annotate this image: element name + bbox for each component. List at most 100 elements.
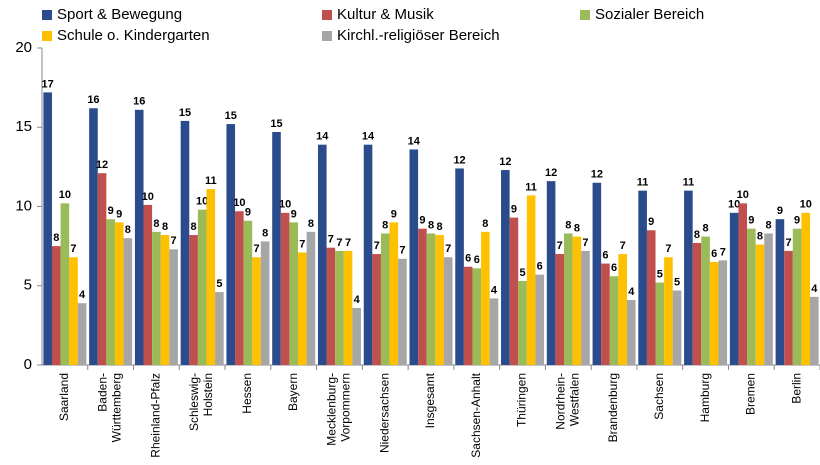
bar [626,300,636,365]
bar [692,242,702,365]
bar [389,222,399,365]
bar [592,182,602,365]
bar [463,266,473,365]
data-label: 10 [737,189,749,201]
bar [235,211,244,365]
y-tick-label: 15 [15,118,32,135]
data-label: 16 [133,96,145,108]
data-label: 11 [683,177,695,189]
bar [123,238,133,365]
bar [755,244,765,365]
data-label: 4 [628,286,635,298]
bar [601,263,610,365]
data-label: 7 [399,245,405,257]
bar [43,92,52,365]
bar [655,282,665,365]
bar [472,268,482,365]
data-label: 9 [748,215,754,227]
data-label: 7 [171,235,177,247]
bar [684,190,693,365]
bar [810,296,819,365]
bar [738,203,748,365]
bar [501,170,510,365]
data-label: 10 [59,189,71,201]
bar [792,228,802,365]
legend-label: Kirchl.-religiöser Bereich [337,27,500,44]
data-label: 17 [42,78,54,90]
data-label: 16 [87,94,99,106]
bar [775,219,785,365]
bar [509,217,519,365]
data-label: 8 [765,219,771,231]
bar [784,250,793,365]
data-label: 6 [465,253,471,265]
data-label: 14 [408,135,421,147]
data-label: 10 [800,199,812,211]
data-label: 10 [279,199,291,211]
bar [152,231,161,365]
bar [618,254,627,365]
data-label: 10 [196,196,208,208]
data-label: 5 [216,278,222,290]
data-label: 4 [491,284,498,296]
bar [646,230,656,365]
bar [418,228,427,365]
bar [398,258,407,365]
bar [60,203,70,365]
x-tick-label: Sachsen [652,373,666,420]
data-label: 5 [657,268,663,280]
bar [180,120,190,365]
x-tick-label: Hamburg [698,373,712,422]
bar [481,231,490,365]
data-label: 8 [191,221,197,233]
legend-swatch [322,31,332,41]
bar [709,261,719,365]
bar [664,257,673,365]
data-label: 12 [499,156,511,168]
bar [718,260,728,365]
legend-swatch [580,10,590,20]
bar [298,252,307,365]
data-label: 15 [179,107,191,119]
data-label: 7 [299,238,305,250]
bar [572,236,582,365]
data-label: 8 [437,221,443,233]
data-label: 8 [162,221,168,233]
bar [526,195,536,365]
bar [317,144,327,365]
data-label: 7 [70,243,76,255]
data-label: 7 [620,240,626,252]
data-label: 9 [777,205,783,217]
data-label: 7 [557,240,563,252]
data-label: 4 [79,289,86,301]
x-tick-label: Mecklenburg-Vorpommern [325,373,353,446]
data-label: 4 [811,283,818,295]
x-tick-label: Schleswig-Holstein [187,373,215,431]
data-label: 8 [574,223,580,235]
data-label: 7 [582,237,588,249]
bar [409,149,419,365]
bar [252,257,261,365]
data-label: 9 [419,215,425,227]
data-label: 7 [253,243,259,255]
data-label: 9 [794,215,800,227]
legend-swatch [322,10,332,20]
x-tick-label: Insgesamt [423,372,437,428]
bar [609,276,619,365]
data-label: 11 [637,177,649,189]
data-label: 7 [345,237,351,249]
data-label: 8 [757,230,763,242]
bar [189,235,198,365]
data-label: 10 [142,191,154,203]
x-tick-label: Berlin [789,373,803,404]
data-label: 7 [785,237,791,249]
data-label: 10 [728,199,740,211]
legend-swatch [42,31,52,41]
bar [563,233,573,365]
data-label: 8 [125,224,131,236]
data-label: 14 [316,131,329,143]
bar [215,292,224,365]
x-tick-label: Thüringen [515,373,529,427]
y-tick-label: 20 [15,39,32,56]
bar [197,209,207,365]
